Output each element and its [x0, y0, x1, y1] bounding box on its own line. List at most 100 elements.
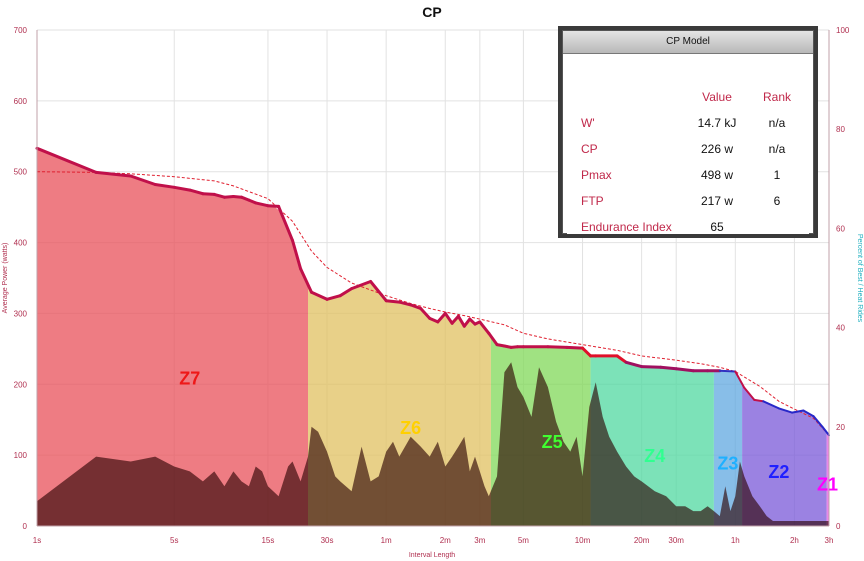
y-right-tick-label: 60 — [836, 224, 845, 233]
metric-label: FTP — [581, 194, 604, 208]
x-tick-label: 15s — [261, 536, 274, 545]
mean-max-segment — [753, 398, 765, 403]
mean-max-segment — [419, 307, 432, 320]
y-right-tick-label: 40 — [836, 324, 845, 333]
mean-max-segment — [615, 354, 628, 364]
mean-max-segment — [777, 407, 793, 414]
mean-max-segment — [201, 192, 216, 196]
x-tick-label: 2h — [790, 536, 799, 545]
zone-label-z3: Z3 — [717, 453, 738, 473]
y-right-tick-label: 100 — [836, 26, 850, 35]
y-tick-label: 300 — [14, 309, 28, 318]
mean-max-segment — [254, 201, 270, 208]
percent-of-best-area — [37, 362, 829, 526]
y-tick-label: 500 — [14, 168, 28, 177]
mean-max-segment — [338, 287, 354, 298]
x-tick-label: 30s — [321, 536, 334, 545]
cp-model-row: W' 14.7 kJ n/a — [567, 116, 809, 136]
rank-column-header: Rank — [762, 90, 791, 104]
mean-max-segment — [94, 170, 133, 178]
percent-of-best-shape — [37, 362, 829, 526]
zone-band-z2 — [742, 383, 827, 526]
mean-max-segment — [291, 238, 303, 271]
mean-max-segment — [299, 267, 313, 294]
cp-curve-line — [36, 171, 830, 436]
metric-value: 217 w — [700, 194, 734, 208]
y-right-tick-label: 0 — [836, 522, 841, 531]
y-tick-label: 0 — [23, 522, 28, 531]
mean-max-segment — [222, 195, 235, 199]
mean-max-segment — [188, 188, 205, 196]
mean-max-segment — [821, 425, 830, 437]
cp-model-row: FTP 217 w 6 — [567, 194, 809, 214]
mean-max-segment — [546, 345, 569, 349]
mean-max-segment — [565, 345, 584, 350]
mean-max-segment — [640, 365, 663, 369]
mean-max-segment — [674, 367, 695, 373]
zone-band-z3 — [713, 370, 743, 526]
chart-title: CP — [422, 4, 441, 20]
mean-max-segment — [436, 311, 447, 324]
x-tick-label: 1h — [731, 536, 740, 545]
mean-max-segment — [277, 204, 294, 242]
cp-model-header-row: Value Rank — [567, 90, 809, 110]
metric-value: 14.7 kJ — [697, 116, 737, 130]
zone-label-z1: Z1 — [817, 475, 838, 495]
mean-max-segment — [397, 300, 413, 307]
y-right-tick-label: 20 — [836, 423, 845, 432]
metric-value: 65 — [710, 220, 724, 234]
mean-max-segment — [624, 360, 644, 369]
mean-max-segment — [325, 294, 342, 301]
y-tick-label: 200 — [14, 380, 28, 389]
x-tick-label: 5m — [518, 536, 529, 545]
x-tick-label: 30m — [668, 536, 684, 545]
metric-rank: 1 — [773, 168, 781, 182]
mean-max-segment — [812, 415, 824, 428]
mean-max-segment — [802, 409, 815, 418]
mean-max-segment — [659, 365, 678, 371]
metric-label: Pmax — [581, 168, 612, 182]
mean-max-segment — [487, 331, 499, 347]
x-tick-label: 3h — [825, 536, 834, 545]
zone-label-z5: Z5 — [542, 432, 563, 452]
zone-band-z7 — [37, 148, 309, 527]
y-right-tick-label: 80 — [836, 125, 845, 134]
zone-band-z6 — [308, 282, 491, 526]
mean-max-segment — [266, 204, 281, 208]
y-axis-right-label: Percent of Best / Heat Rides — [856, 234, 863, 323]
x-tick-label: 5s — [170, 536, 178, 545]
mean-max-segment — [369, 280, 388, 303]
y-tick-label: 700 — [14, 26, 28, 35]
mean-max-segment — [478, 320, 491, 335]
metric-label: W' — [581, 116, 595, 130]
x-tick-label: 3m — [474, 536, 485, 545]
zone-band-z1 — [826, 432, 829, 526]
metric-rank: n/a — [768, 116, 786, 130]
mean-max-segment — [718, 369, 737, 373]
metric-label: CP — [581, 142, 598, 156]
x-tick-label: 20m — [634, 536, 650, 545]
zone-label-z4: Z4 — [644, 446, 665, 466]
x-tick-label: 1s — [33, 536, 41, 545]
mean-max-segment — [734, 370, 746, 389]
mean-max-segment — [443, 311, 454, 325]
mean-max-segment — [409, 303, 423, 310]
mean-max-segment — [35, 146, 98, 174]
metric-rank: n/a — [768, 142, 786, 156]
cp-model-row: Endurance Index 65 — [567, 220, 809, 240]
metric-rank: 6 — [773, 194, 781, 208]
mean-max-segment — [310, 290, 329, 301]
mean-max-segment — [172, 185, 192, 192]
cp-model-panel: CP Model Value Rank W' 14.7 kJ n/a CP 22… — [562, 30, 814, 234]
value-column-header: Value — [702, 90, 732, 104]
y-axis-label: Average Power (watts) — [2, 243, 9, 314]
mean-max-segment — [212, 192, 226, 199]
metric-value: 226 w — [700, 142, 734, 156]
power-lines — [35, 146, 830, 437]
x-tick-label: 10m — [575, 536, 591, 545]
y-tick-label: 100 — [14, 451, 28, 460]
y-tick-label: 600 — [14, 97, 28, 106]
mean-max-segment — [350, 280, 373, 291]
cp-model-table: Value Rank W' 14.7 kJ n/a CP 226 w n/a P… — [567, 54, 809, 234]
zone-label-z2: Z2 — [768, 462, 789, 482]
